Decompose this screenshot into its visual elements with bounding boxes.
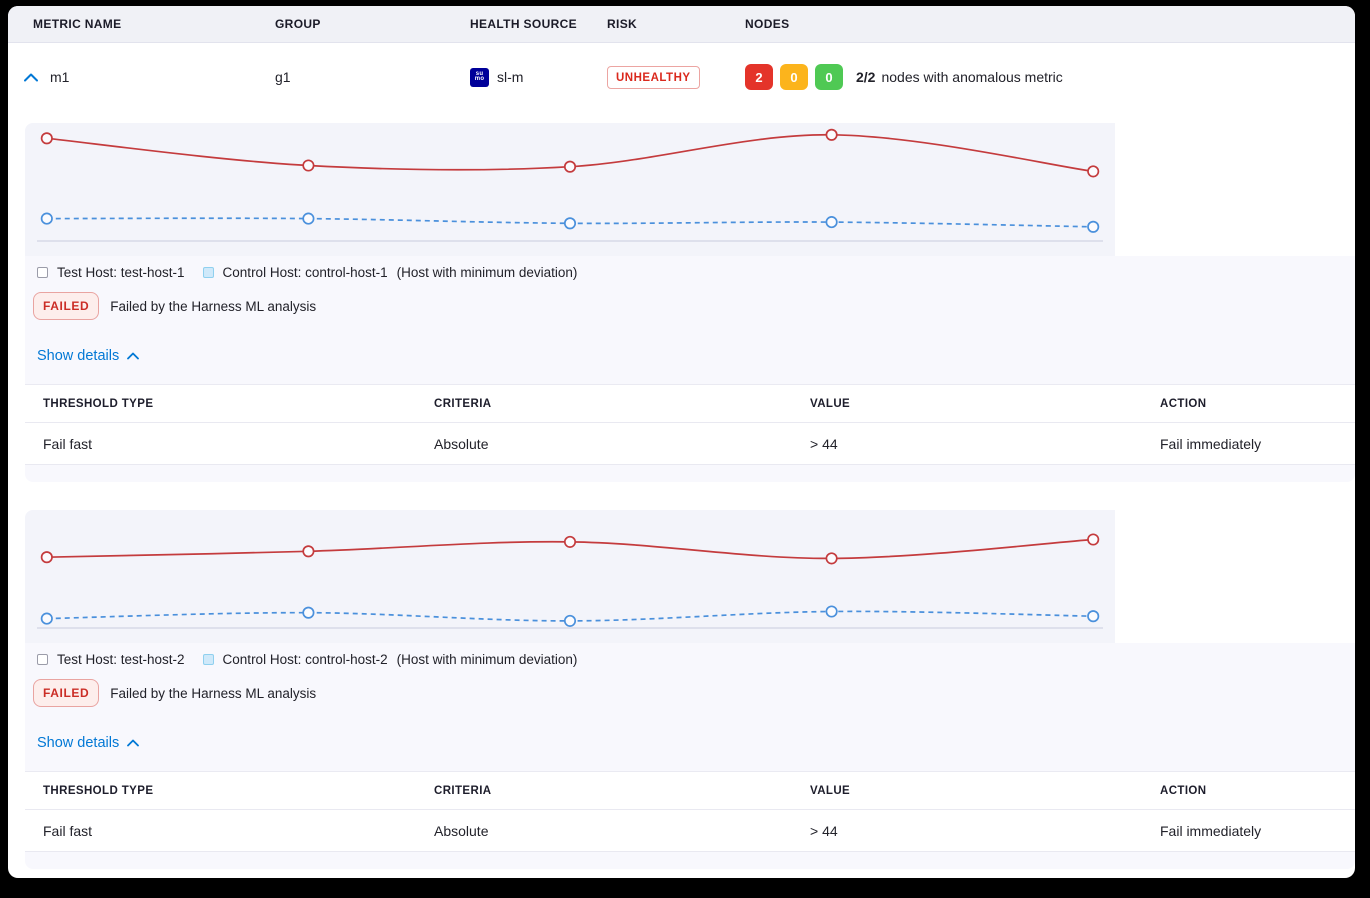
threshold-table: THRESHOLD TYPE CRITERIA VALUE ACTION Fai… xyxy=(25,384,1355,465)
threshold-type-value: Fail fast xyxy=(43,435,93,452)
legend-control-host[interactable]: Control Host: control-host-1 xyxy=(202,265,388,280)
table-row: Fail fast Absolute > 44 Fail immediately xyxy=(25,810,1355,852)
action-value: Fail immediately xyxy=(1160,435,1262,452)
metric-row-m1: m1 g1 su mo sl-m UNHEALTHY 2 0 0 2/2 nod… xyxy=(8,43,1355,111)
criteria-value: Absolute xyxy=(434,822,489,839)
test-host-label: Test Host: test-host-1 xyxy=(57,265,185,280)
col-header-metric-name: METRIC NAME xyxy=(33,17,122,31)
host-analysis-panel-1: Test Host: test-host-1 Control Host: con… xyxy=(25,123,1355,482)
nodes-anomalous-label: nodes with anomalous metric xyxy=(881,69,1063,85)
analysis-status-row: FAILED Failed by the Harness ML analysis xyxy=(33,292,1355,320)
metrics-analysis-view: METRIC NAME GROUP HEALTH SOURCE RISK NOD… xyxy=(8,6,1355,878)
chevron-up-icon xyxy=(127,739,140,747)
col-threshold-type: THRESHOLD TYPE xyxy=(43,784,154,797)
sumologic-icon: su mo xyxy=(470,67,489,87)
collapse-row-button[interactable] xyxy=(24,73,38,82)
test-host-checkbox[interactable] xyxy=(37,267,48,278)
col-header-nodes: NODES xyxy=(745,17,790,31)
legend-test-host[interactable]: Test Host: test-host-1 xyxy=(37,265,185,280)
criteria-value: Absolute xyxy=(434,435,489,452)
value-value: > 44 xyxy=(810,435,838,452)
failed-status-badge: FAILED xyxy=(33,679,100,707)
control-host-label: Control Host: control-host-1 xyxy=(222,265,388,280)
nodes-anomalous-ratio: 2/2 xyxy=(856,69,876,85)
col-criteria: CRITERIA xyxy=(434,397,492,410)
chart-side-panel xyxy=(1115,123,1355,256)
minimum-deviation-note: (Host with minimum deviation) xyxy=(396,265,578,280)
chart-row xyxy=(25,510,1355,643)
col-header-group: GROUP xyxy=(275,17,321,31)
col-criteria: CRITERIA xyxy=(434,784,492,797)
control-host-checkbox[interactable] xyxy=(202,654,214,665)
show-details-toggle[interactable]: Show details xyxy=(37,735,140,751)
health-source-name: sl-m xyxy=(497,69,524,85)
threshold-type-value: Fail fast xyxy=(43,822,93,839)
chart-legend: Test Host: test-host-1 Control Host: con… xyxy=(25,256,1355,280)
action-value: Fail immediately xyxy=(1160,822,1262,839)
metrics-table-header: METRIC NAME GROUP HEALTH SOURCE RISK NOD… xyxy=(8,6,1355,43)
threshold-table: THRESHOLD TYPE CRITERIA VALUE ACTION Fai… xyxy=(25,771,1355,852)
control-host-label: Control Host: control-host-2 xyxy=(222,652,388,667)
analysis-status-message: Failed by the Harness ML analysis xyxy=(110,685,317,701)
chart-legend: Test Host: test-host-2 Control Host: con… xyxy=(25,643,1355,667)
metric-name: m1 xyxy=(50,69,70,85)
show-details-toggle[interactable]: Show details xyxy=(37,348,140,364)
line-chart-svg xyxy=(37,533,1103,629)
host-analysis-panel-2: Test Host: test-host-2 Control Host: con… xyxy=(25,510,1355,869)
legend-test-host[interactable]: Test Host: test-host-2 xyxy=(37,652,185,667)
risk-status-badge: UNHEALTHY xyxy=(607,65,700,89)
col-value: VALUE xyxy=(810,397,851,410)
metric-group: g1 xyxy=(275,69,291,85)
legend-control-host[interactable]: Control Host: control-host-2 xyxy=(202,652,388,667)
analysis-status-row: FAILED Failed by the Harness ML analysis xyxy=(33,679,1355,707)
host-comparison-chart-1[interactable] xyxy=(25,123,1115,256)
test-host-checkbox[interactable] xyxy=(37,654,48,665)
table-row: Fail fast Absolute > 44 Fail immediately xyxy=(25,423,1355,465)
failed-status-badge: FAILED xyxy=(33,292,100,320)
test-host-label: Test Host: test-host-2 xyxy=(57,652,185,667)
analysis-status-message: Failed by the Harness ML analysis xyxy=(110,298,317,314)
minimum-deviation-note: (Host with minimum deviation) xyxy=(396,652,578,667)
col-value: VALUE xyxy=(810,784,851,797)
node-count-warning-badge: 0 xyxy=(780,64,808,90)
chevron-up-icon xyxy=(24,73,38,81)
node-count-healthy-badge: 0 xyxy=(815,64,843,90)
value-value: > 44 xyxy=(810,822,838,839)
col-action: ACTION xyxy=(1160,784,1207,797)
col-threshold-type: THRESHOLD TYPE xyxy=(43,397,154,410)
chevron-up-icon xyxy=(127,352,140,360)
threshold-table-header: THRESHOLD TYPE CRITERIA VALUE ACTION xyxy=(25,385,1355,423)
host-comparison-chart-2[interactable] xyxy=(25,510,1115,643)
control-host-checkbox[interactable] xyxy=(202,267,214,278)
col-action: ACTION xyxy=(1160,397,1207,410)
chart-row xyxy=(25,123,1355,256)
line-chart-svg xyxy=(37,128,1103,242)
col-header-health-source: HEALTH SOURCE xyxy=(470,17,577,31)
node-count-unhealthy-badge: 2 xyxy=(745,64,773,90)
chart-side-panel xyxy=(1115,510,1355,643)
threshold-table-header: THRESHOLD TYPE CRITERIA VALUE ACTION xyxy=(25,772,1355,810)
col-header-risk: RISK xyxy=(607,17,638,31)
